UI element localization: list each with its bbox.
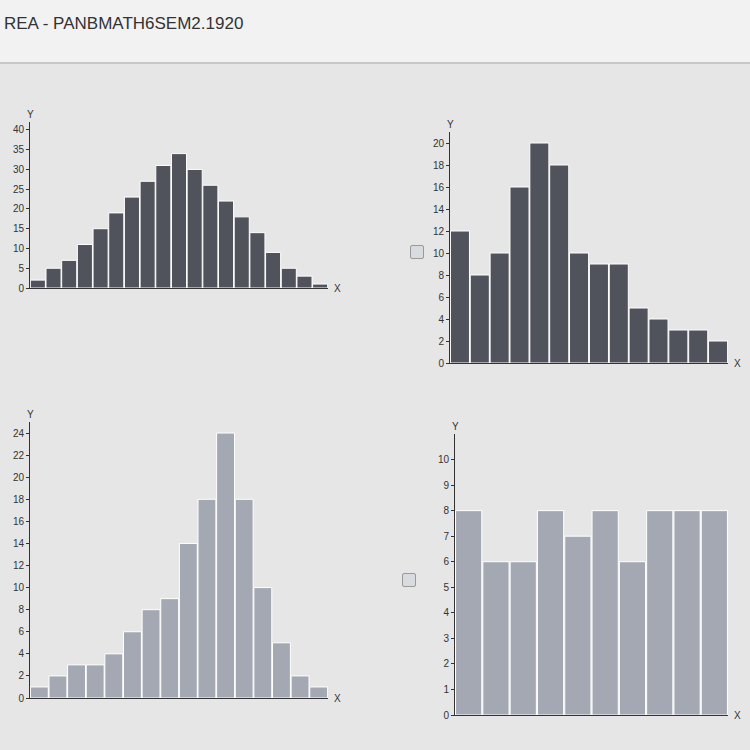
svg-text:Y: Y xyxy=(452,421,459,432)
svg-text:X: X xyxy=(734,710,741,721)
svg-text:4: 4 xyxy=(443,607,449,618)
svg-text:18: 18 xyxy=(13,494,25,505)
svg-text:6: 6 xyxy=(443,556,449,567)
svg-text:0: 0 xyxy=(18,283,24,294)
svg-text:Y: Y xyxy=(27,109,34,120)
svg-text:X: X xyxy=(334,283,341,294)
svg-text:1: 1 xyxy=(443,684,449,695)
svg-text:10: 10 xyxy=(438,454,450,465)
svg-text:40: 40 xyxy=(13,124,25,135)
svg-text:25: 25 xyxy=(13,184,25,195)
svg-text:30: 30 xyxy=(13,164,25,175)
svg-text:5: 5 xyxy=(18,263,24,274)
svg-text:16: 16 xyxy=(433,182,445,193)
html-text:REA - PANBMATH6SEM2.1920: REA - PANBMATH6SEM2.1920 xyxy=(4,14,244,33)
svg-text:10: 10 xyxy=(13,582,25,593)
svg-text:2: 2 xyxy=(443,658,449,669)
svg-text:3: 3 xyxy=(443,633,449,644)
svg-text:20: 20 xyxy=(433,138,445,149)
svg-text:7: 7 xyxy=(443,531,449,542)
svg-text:0: 0 xyxy=(18,693,24,704)
svg-text:5: 5 xyxy=(443,582,449,593)
svg-text:22: 22 xyxy=(13,450,25,461)
svg-text:24: 24 xyxy=(13,428,25,439)
svg-text:12: 12 xyxy=(13,560,25,571)
svg-text:0: 0 xyxy=(438,358,444,369)
svg-text:14: 14 xyxy=(433,204,445,215)
svg-text:0: 0 xyxy=(443,710,449,721)
svg-text:8: 8 xyxy=(18,604,24,615)
svg-text:8: 8 xyxy=(438,270,444,281)
svg-text:4: 4 xyxy=(18,648,24,659)
svg-text:X: X xyxy=(334,693,341,704)
svg-text:20: 20 xyxy=(13,472,25,483)
svg-text:18: 18 xyxy=(433,160,445,171)
svg-text:35: 35 xyxy=(13,144,25,155)
svg-text:Y: Y xyxy=(447,119,454,130)
svg-text:6: 6 xyxy=(438,292,444,303)
svg-text:20: 20 xyxy=(13,203,25,214)
svg-text:X: X xyxy=(734,358,741,369)
svg-text:2: 2 xyxy=(438,336,444,347)
svg-text:10: 10 xyxy=(433,248,445,259)
svg-text:8: 8 xyxy=(443,505,449,516)
svg-text:10: 10 xyxy=(13,243,25,254)
svg-text:15: 15 xyxy=(13,223,25,234)
svg-text:Y: Y xyxy=(27,409,34,420)
svg-text:16: 16 xyxy=(13,516,25,527)
svg-text:9: 9 xyxy=(443,480,449,491)
svg-text:4: 4 xyxy=(438,314,444,325)
svg-text:2: 2 xyxy=(18,670,24,681)
svg-text:6: 6 xyxy=(18,626,24,637)
svg-text:12: 12 xyxy=(433,226,445,237)
svg-text:14: 14 xyxy=(13,538,25,549)
